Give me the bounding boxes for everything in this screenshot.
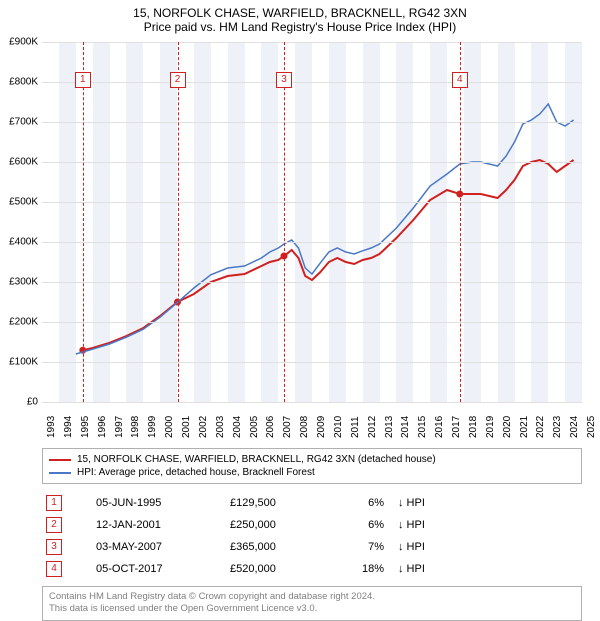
license-footer: Contains HM Land Registry data © Crown c… (42, 586, 582, 621)
event-number: 1 (46, 495, 62, 511)
footer-line1: Contains HM Land Registry data © Crown c… (49, 591, 575, 603)
event-marker-line (178, 42, 179, 402)
x-axis-label: 2023 (552, 416, 563, 438)
event-row: 4 05-OCT-2017 £520,000 18% ↓ HPI (42, 558, 582, 580)
event-pct: 6% (344, 497, 384, 509)
chart-svg (42, 42, 582, 402)
x-axis-label: 1994 (63, 416, 74, 438)
x-axis-label: 2022 (535, 416, 546, 438)
event-hpi: ↓ HPI (398, 519, 425, 531)
x-axis-label: 2024 (569, 416, 580, 438)
title-line1: 15, NORFOLK CHASE, WARFIELD, BRACKNELL, … (0, 6, 600, 20)
x-axis-label: 2015 (417, 416, 428, 438)
event-marker-line (83, 42, 84, 402)
events-table: 1 05-JUN-1995 £129,500 6% ↓ HPI 2 12-JAN-2001 £… (42, 492, 582, 580)
event-number: 2 (46, 517, 62, 533)
y-axis-label: £200K (0, 317, 38, 328)
x-axis: 1993 1994 1995 1996 1997 1998 1999 2000 2001 2002… (42, 406, 582, 446)
x-axis-label: 2007 (282, 416, 293, 438)
event-marker-line (460, 42, 461, 402)
event-date: 03-MAY-2007 (96, 541, 216, 553)
y-axis-label: £500K (0, 197, 38, 208)
x-axis-label: 2004 (232, 416, 243, 438)
event-number: 3 (46, 539, 62, 555)
x-axis-label: 1993 (46, 416, 57, 438)
legend-item: 15, NORFOLK CHASE, WARFIELD, BRACKNELL, … (49, 453, 575, 466)
event-marker-number: 2 (170, 72, 186, 88)
event-price: £250,000 (230, 519, 330, 531)
x-axis-label: 2019 (485, 416, 496, 438)
down-arrow-icon: ↓ (398, 519, 404, 531)
event-marker-number: 3 (276, 72, 292, 88)
x-axis-label: 2018 (468, 416, 479, 438)
event-row: 2 12-JAN-2001 £250,000 6% ↓ HPI (42, 514, 582, 536)
x-axis-label: 1999 (147, 416, 158, 438)
legend-swatch (49, 472, 71, 474)
event-date: 12-JAN-2001 (96, 519, 216, 531)
x-axis-label: 2013 (384, 416, 395, 438)
y-axis-label: £800K (0, 77, 38, 88)
event-pct: 6% (344, 519, 384, 531)
event-number: 4 (46, 561, 62, 577)
x-axis-label: 1996 (97, 416, 108, 438)
legend: 15, NORFOLK CHASE, WARFIELD, BRACKNELL, … (42, 448, 582, 484)
legend-label: HPI: Average price, detached house, Brac… (77, 467, 315, 478)
x-axis-label: 2011 (350, 416, 361, 438)
title-line2: Price paid vs. HM Land Registry's House … (0, 20, 600, 34)
y-axis-label: £400K (0, 237, 38, 248)
x-axis-label: 2006 (265, 416, 276, 438)
event-pct: 18% (344, 563, 384, 575)
legend-swatch (49, 459, 71, 461)
event-marker-number: 4 (452, 72, 468, 88)
x-axis-label: 2008 (299, 416, 310, 438)
x-axis-label: 2003 (215, 416, 226, 438)
footer-line2: This data is licensed under the Open Gov… (49, 603, 575, 615)
y-axis-label: £300K (0, 277, 38, 288)
legend-label: 15, NORFOLK CHASE, WARFIELD, BRACKNELL, … (77, 454, 436, 465)
y-axis-label: £0 (0, 397, 38, 408)
x-axis-label: 2009 (316, 416, 327, 438)
x-axis-label: 2014 (400, 416, 411, 438)
event-hpi: ↓ HPI (398, 563, 425, 575)
down-arrow-icon: ↓ (398, 541, 404, 553)
event-price: £365,000 (230, 541, 330, 553)
x-axis-label: 2017 (451, 416, 462, 438)
event-hpi: ↓ HPI (398, 541, 425, 553)
event-marker-line (284, 42, 285, 402)
down-arrow-icon: ↓ (398, 497, 404, 509)
x-axis-label: 1995 (80, 416, 91, 438)
y-axis-label: £600K (0, 157, 38, 168)
x-axis-label: 2025 (586, 416, 597, 438)
down-arrow-icon: ↓ (398, 563, 404, 575)
y-axis-label: £100K (0, 357, 38, 368)
x-axis-label: 2012 (367, 416, 378, 438)
chart-plot-area: £0£100K£200K£300K£400K£500K£600K£700K£80… (42, 42, 582, 402)
x-axis-label: 2000 (164, 416, 175, 438)
event-row: 3 03-MAY-2007 £365,000 7% ↓ HPI (42, 536, 582, 558)
event-pct: 7% (344, 541, 384, 553)
event-hpi: ↓ HPI (398, 497, 425, 509)
chart-title: 15, NORFOLK CHASE, WARFIELD, BRACKNELL, … (0, 0, 600, 34)
event-date: 05-OCT-2017 (96, 563, 216, 575)
x-axis-label: 1998 (130, 416, 141, 438)
x-axis-label: 2016 (434, 416, 445, 438)
y-axis-label: £700K (0, 117, 38, 128)
event-row: 1 05-JUN-1995 £129,500 6% ↓ HPI (42, 492, 582, 514)
x-axis-label: 2021 (519, 416, 530, 438)
legend-item: HPI: Average price, detached house, Brac… (49, 466, 575, 479)
event-date: 05-JUN-1995 (96, 497, 216, 509)
event-marker-number: 1 (75, 72, 91, 88)
x-axis-label: 2001 (181, 416, 192, 438)
x-axis-label: 2002 (198, 416, 209, 438)
series-line-hpi (76, 104, 574, 354)
x-axis-label: 2010 (333, 416, 344, 438)
x-axis-label: 2005 (249, 416, 260, 438)
x-axis-label: 2020 (502, 416, 513, 438)
x-axis-label: 1997 (114, 416, 125, 438)
y-axis-label: £900K (0, 37, 38, 48)
event-price: £129,500 (230, 497, 330, 509)
event-price: £520,000 (230, 563, 330, 575)
